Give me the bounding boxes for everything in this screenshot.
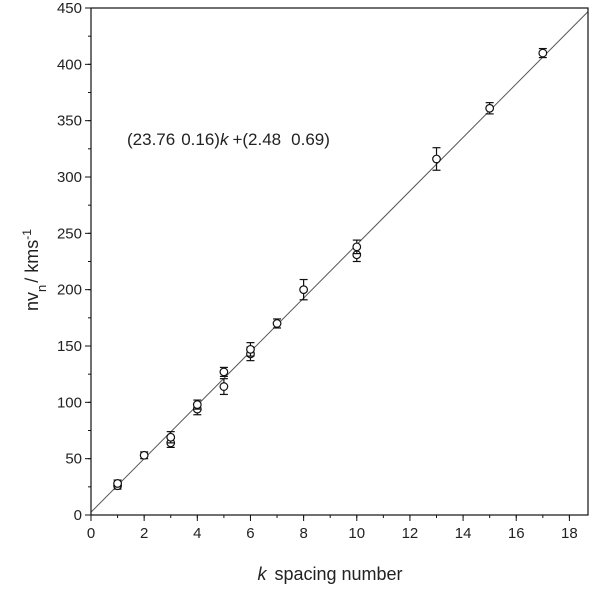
x-tick-label: 6 bbox=[246, 525, 254, 542]
y-tick-label: 350 bbox=[57, 113, 82, 130]
y-tick-label: 300 bbox=[57, 169, 82, 186]
data-point bbox=[538, 48, 548, 58]
y-axis-label: nvn/ kms-1 bbox=[20, 229, 49, 311]
x-tick-label: 10 bbox=[348, 525, 365, 542]
data-point bbox=[299, 285, 309, 295]
data-point bbox=[139, 450, 149, 460]
major-ticks bbox=[85, 7, 570, 521]
y-tick-label: 50 bbox=[65, 451, 82, 468]
y-tick-labels: 0 50 100 150 200 250 300 350 400 450 bbox=[57, 0, 82, 524]
y-tick-label: 200 bbox=[57, 282, 82, 299]
data-point bbox=[352, 242, 362, 252]
x-tick-label: 12 bbox=[402, 525, 419, 542]
x-tick-label: 2 bbox=[140, 525, 148, 542]
x-tick-label: 0 bbox=[87, 525, 95, 542]
x-tick-label: 4 bbox=[193, 525, 201, 542]
data-point bbox=[485, 103, 495, 113]
data-point bbox=[432, 154, 441, 164]
data-point bbox=[219, 382, 229, 391]
y-tick-label: 0 bbox=[74, 507, 82, 524]
y-tick-label: 100 bbox=[57, 394, 82, 411]
data-point bbox=[166, 432, 176, 442]
x-axis-label: k spacing number bbox=[257, 564, 402, 584]
data-point bbox=[219, 367, 229, 377]
data-point bbox=[246, 344, 255, 354]
y-tick-label: 400 bbox=[57, 56, 82, 73]
data-point bbox=[113, 479, 122, 488]
fit-equation-annotation: (23.76 0.16)k +(2.48 0.69) bbox=[127, 130, 330, 149]
x-tick-label: 16 bbox=[508, 525, 525, 542]
minor-ticks bbox=[88, 7, 570, 518]
data-points bbox=[113, 47, 548, 491]
x-tick-labels: 0 2 4 6 8 10 12 14 16 18 bbox=[87, 525, 578, 542]
data-point bbox=[192, 400, 202, 409]
data-point bbox=[272, 319, 282, 328]
plot-frame bbox=[90, 7, 589, 516]
y-tick-label: 450 bbox=[57, 0, 82, 17]
fit-line bbox=[90, 11, 589, 513]
x-tick-label: 18 bbox=[561, 525, 578, 542]
x-tick-label: 8 bbox=[299, 525, 307, 542]
y-tick-label: 150 bbox=[57, 338, 82, 355]
x-tick-label: 14 bbox=[455, 525, 472, 542]
y-tick-label: 250 bbox=[57, 225, 82, 242]
